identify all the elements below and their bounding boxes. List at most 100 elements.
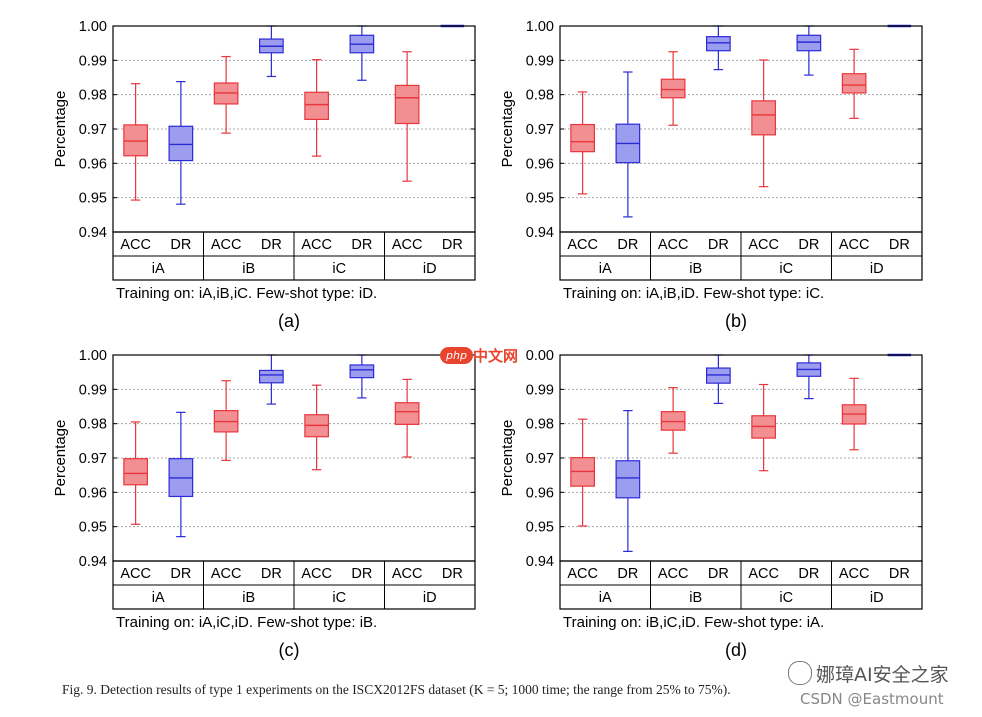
box-iA-dr <box>168 81 194 205</box>
panel-c: 0.94 0.95 0.96 0.97 0.98 0.99 1.00 Percentage iA… <box>52 348 476 660</box>
y-tick-label: 0.99 <box>79 53 107 69</box>
metric-label: ACC <box>392 237 423 253</box>
box-iB-acc <box>660 51 686 126</box>
metric-label: DR <box>351 566 372 582</box>
y-tick-label: 0.99 <box>526 53 554 69</box>
metric-label: ACC <box>392 566 423 582</box>
box-iA-dr <box>168 411 194 538</box>
box-iqr <box>660 78 686 99</box>
metric-label: ACC <box>658 566 689 582</box>
group-label: iB <box>689 261 702 277</box>
metric-label: DR <box>889 237 910 253</box>
panel-label: (b) <box>725 311 747 331</box>
y-tick-label: 1.00 <box>526 19 554 35</box>
y-tick-label: 0.99 <box>79 382 107 398</box>
php-watermark: php 中文网 <box>440 345 518 366</box>
box-iqr <box>615 460 641 499</box>
panel-label: (c) <box>279 640 300 660</box>
panel-b: 0.94 0.95 0.96 0.97 0.98 0.99 1.00 Percentage iA… <box>499 19 923 331</box>
group-label: iC <box>779 590 793 606</box>
y-axis-label: Percentage <box>499 420 516 497</box>
box-iqr <box>394 402 420 425</box>
metric-label: DR <box>170 566 191 582</box>
panel-label: (a) <box>278 311 300 331</box>
y-axis-label: Percentage <box>52 91 69 168</box>
box-iC-acc <box>304 59 329 157</box>
box-iA-acc <box>123 83 148 201</box>
box-iD-acc <box>841 48 867 119</box>
training-caption: Training on: iA,iC,iD. Few-shot type: iB… <box>116 614 377 631</box>
y-tick-label: 0.95 <box>526 520 554 536</box>
y-tick-label: 0.00 <box>526 348 554 364</box>
group-label: iA <box>599 261 612 277</box>
group-label: iA <box>152 261 165 277</box>
box-iA-acc <box>570 418 595 527</box>
metric-label: ACC <box>120 237 151 253</box>
training-caption: Training on: iB,iC,iD. Few-shot type: iA… <box>563 614 824 631</box>
y-tick-label: 0.96 <box>79 485 107 501</box>
y-tick-label: 0.97 <box>526 122 554 138</box>
y-tick-label: 0.96 <box>526 156 554 172</box>
y-tick-label: 0.97 <box>79 451 107 467</box>
y-axis-label: Percentage <box>52 420 69 497</box>
box-iqr <box>796 34 822 52</box>
metric-label: ACC <box>748 237 779 253</box>
box-iC-acc <box>751 383 776 472</box>
metric-label: DR <box>442 566 463 582</box>
metric-label: DR <box>708 237 729 253</box>
metric-label: ACC <box>211 566 242 582</box>
metric-label: ACC <box>658 237 689 253</box>
y-tick-label: 1.00 <box>79 19 107 35</box>
training-caption: Training on: iA,iB,iD. Few-shot type: iC… <box>563 285 824 302</box>
y-tick-label: 0.98 <box>526 417 554 433</box>
group-label: iC <box>779 261 793 277</box>
wechat-watermark-text: 娜璋AI安全之家 <box>816 664 949 686</box>
box-iD-acc <box>394 378 420 458</box>
box-iA-acc <box>123 421 148 525</box>
metric-label: ACC <box>301 566 332 582</box>
metric-label: ACC <box>748 566 779 582</box>
training-caption: Training on: iA,iB,iC. Few-shot type: iD… <box>116 285 377 302</box>
box-iD-acc <box>394 51 420 182</box>
php-badge: php <box>440 347 473 364</box>
box-iqr <box>168 125 194 162</box>
metric-label: DR <box>889 566 910 582</box>
box-iA-dr <box>615 71 641 218</box>
metric-label: DR <box>261 566 282 582</box>
wechat-watermark: 娜璋AI安全之家 <box>788 660 949 687</box>
y-tick-label: 0.97 <box>79 122 107 138</box>
box-iC-dr <box>349 25 375 81</box>
box-iC-dr <box>796 354 822 400</box>
metric-label: ACC <box>567 566 598 582</box>
box-iB-acc <box>213 380 239 462</box>
box-iA-dr <box>615 410 641 552</box>
y-tick-label: 0.95 <box>79 191 107 207</box>
panel-d: 0.94 0.95 0.96 0.97 0.98 0.99 0.00 Percentage iA… <box>499 348 923 660</box>
box-iqr <box>570 123 595 153</box>
metric-label: DR <box>351 237 372 253</box>
group-label: iA <box>599 590 612 606</box>
group-label: iB <box>242 261 255 277</box>
panel-a: 0.94 0.95 0.96 0.97 0.98 0.99 1.00 Percentage iA… <box>52 19 476 331</box>
box-iqr <box>304 91 329 120</box>
figure-caption: Fig. 9. Detection results of type 1 expe… <box>62 682 731 697</box>
box-iqr <box>841 73 867 94</box>
metric-label: ACC <box>211 237 242 253</box>
y-tick-label: 0.96 <box>526 485 554 501</box>
metric-label: ACC <box>567 237 598 253</box>
group-label: iC <box>332 590 346 606</box>
box-iqr <box>706 36 731 52</box>
y-axis-label: Percentage <box>499 91 516 168</box>
panel-label: (d) <box>725 640 747 660</box>
box-iB-dr <box>259 354 284 405</box>
y-tick-label: 0.98 <box>79 88 107 104</box>
box-iC-acc <box>304 384 329 471</box>
y-tick-label: 0.98 <box>526 88 554 104</box>
box-iqr <box>394 84 420 125</box>
box-iB-dr <box>259 25 284 78</box>
box-iqr <box>751 100 776 136</box>
group-label: iD <box>423 261 437 277</box>
metric-label: DR <box>798 237 819 253</box>
metric-label: ACC <box>839 566 870 582</box>
